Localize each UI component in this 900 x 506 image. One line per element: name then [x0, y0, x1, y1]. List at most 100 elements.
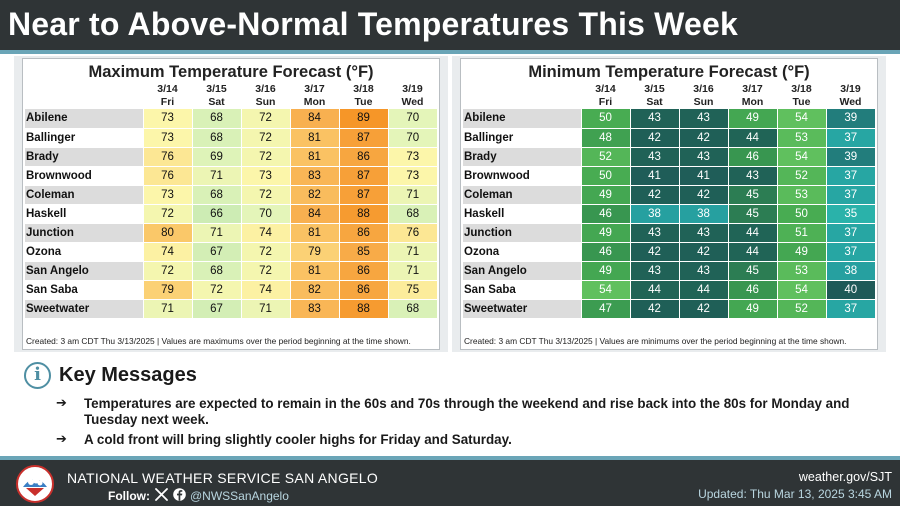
day-header: Wed: [839, 96, 862, 108]
temperature-cell: 42: [678, 299, 728, 319]
website-link[interactable]: weather.gov/SJT: [798, 470, 892, 484]
temperature-cell: 43: [678, 147, 728, 167]
temperature-cell: 43: [629, 223, 679, 243]
temperature-cell: 72: [240, 185, 290, 205]
temperature-cell: 37: [825, 166, 875, 186]
temperature-cell: 84: [289, 109, 339, 129]
table-row: San Angelo 72 68 72 81 86 71: [25, 261, 437, 281]
temperature-cell: 81: [289, 261, 339, 281]
table-row: Brady 52 43 43 46 54 39: [463, 147, 875, 167]
temperature-cell: 72: [240, 147, 290, 167]
arrow-right-icon: ➔: [56, 396, 67, 411]
city-name: Ozona: [25, 242, 143, 262]
temperature-cell: 42: [678, 128, 728, 148]
temperature-cell: 71: [387, 261, 437, 281]
temperature-cell: 71: [387, 185, 437, 205]
temperature-cell: 70: [240, 204, 290, 224]
temperature-cell: 83: [289, 299, 339, 319]
day-header: Sun: [255, 96, 276, 108]
temperature-cell: 49: [727, 299, 777, 319]
min-temperature-table: 3/14 3/15 3/16 3/17 3/18 3/19 Fri Sat Su…: [463, 83, 875, 319]
temperature-cell: 39: [825, 147, 875, 167]
temperature-cell: 37: [825, 242, 875, 262]
temperature-cell: 39: [825, 109, 875, 129]
city-name: Coleman: [463, 185, 581, 205]
temperature-cell: 72: [240, 261, 290, 281]
info-icon: i: [24, 361, 51, 389]
date-header: 3/19: [402, 83, 423, 95]
max-table-footnote: Created: 3 am CDT Thu 3/13/2025 | Values…: [26, 336, 411, 346]
table-row: Brady 76 69 72 81 86 73: [25, 147, 437, 167]
day-header: Wed: [401, 96, 424, 108]
table-row: Coleman 73 68 72 82 87 71: [25, 185, 437, 205]
key-message-item: ➔ A cold front will bring slightly coole…: [56, 432, 884, 448]
temperature-cell: 76: [142, 147, 192, 167]
city-name: Abilene: [463, 109, 581, 129]
temperature-cell: 86: [338, 223, 388, 243]
table-row: San Saba 79 72 74 82 86 75: [25, 280, 437, 300]
city-name: Haskell: [463, 204, 581, 224]
temperature-cell: 50: [776, 204, 826, 224]
key-messages-header: i Key Messages: [24, 360, 197, 390]
temperature-cell: 45: [727, 261, 777, 281]
temperature-cell: 69: [191, 147, 241, 167]
temperature-cell: 41: [678, 166, 728, 186]
temperature-cell: 80: [142, 223, 192, 243]
x-icon[interactable]: [155, 488, 168, 504]
day-header: Tue: [354, 96, 373, 108]
temperature-cell: 42: [629, 185, 679, 205]
date-header: 3/16: [255, 83, 276, 95]
date-header: 3/14: [157, 83, 178, 95]
date-header: 3/17: [304, 83, 325, 95]
facebook-icon[interactable]: [173, 488, 186, 504]
temperature-cell: 68: [387, 299, 437, 319]
temperature-cell: 89: [338, 109, 388, 129]
temperature-cell: 72: [191, 280, 241, 300]
temperature-cell: 76: [142, 166, 192, 186]
temperature-cell: 68: [191, 128, 241, 148]
temperature-cell: 66: [191, 204, 241, 224]
date-header: 3/15: [206, 83, 227, 95]
max-temperature-table: 3/14 3/15 3/16 3/17 3/18 3/19 Fri Sat Su…: [25, 83, 437, 319]
follow-label: Follow:: [108, 489, 150, 503]
arrow-right-icon: ➔: [56, 432, 67, 447]
temperature-cell: 72: [240, 242, 290, 262]
key-message-text: A cold front will bring slightly cooler …: [84, 432, 512, 447]
date-header-row: 3/14 3/15 3/16 3/17 3/18 3/19: [25, 83, 437, 96]
social-handle-link[interactable]: @NWSSanAngelo: [190, 489, 289, 503]
min-table-title: Minimum Temperature Forecast (°F): [528, 63, 810, 81]
day-header: Fri: [598, 96, 613, 108]
temperature-cell: 54: [776, 109, 826, 129]
table-row: Coleman 49 42 42 45 53 37: [463, 185, 875, 205]
temperature-cell: 44: [727, 128, 777, 148]
temperature-cell: 42: [629, 242, 679, 262]
table-row: San Saba 54 44 44 46 54 40: [463, 280, 875, 300]
temperature-cell: 52: [776, 166, 826, 186]
day-header: Sun: [693, 96, 714, 108]
day-header-row: Fri Sat Sun Mon Tue Wed: [25, 96, 437, 109]
city-name: Haskell: [25, 204, 143, 224]
temperature-cell: 71: [191, 166, 241, 186]
max-table-title: Maximum Temperature Forecast (°F): [88, 63, 374, 81]
temperature-cell: 44: [629, 280, 679, 300]
day-header: Mon: [303, 96, 326, 108]
temperature-cell: 42: [629, 128, 679, 148]
temperature-cell: 45: [727, 204, 777, 224]
temperature-cell: 54: [580, 280, 630, 300]
temperature-cell: 82: [289, 185, 339, 205]
date-header: 3/15: [644, 83, 665, 95]
table-row: Haskell 72 66 70 84 88 68: [25, 204, 437, 224]
temperature-cell: 75: [387, 280, 437, 300]
temperature-cell: 86: [338, 280, 388, 300]
day-header-row: Fri Sat Sun Mon Tue Wed: [463, 96, 875, 109]
temperature-cell: 72: [240, 128, 290, 148]
page-title: Near to Above-Normal Temperatures This W…: [8, 6, 738, 42]
office-name: NATIONAL WEATHER SERVICE SAN ANGELO: [67, 470, 379, 486]
date-header: 3/18: [353, 83, 374, 95]
temperature-cell: 73: [142, 109, 192, 129]
key-messages-title: Key Messages: [59, 363, 197, 386]
date-header-row: 3/14 3/15 3/16 3/17 3/18 3/19: [463, 83, 875, 96]
temperature-cell: 52: [580, 147, 630, 167]
temperature-cell: 54: [776, 280, 826, 300]
temperature-cell: 37: [825, 128, 875, 148]
